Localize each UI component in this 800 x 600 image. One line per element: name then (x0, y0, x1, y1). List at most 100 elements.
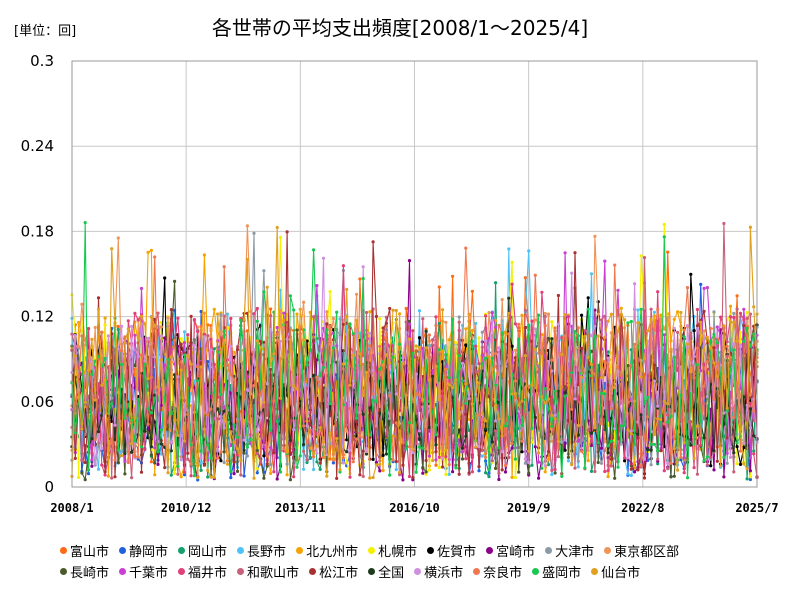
data-point (378, 411, 382, 415)
data-point (206, 413, 210, 417)
data-point (437, 348, 441, 352)
data-point (371, 457, 375, 461)
legend-marker (60, 547, 67, 554)
data-point (497, 346, 501, 350)
data-point (477, 445, 481, 449)
data-point (662, 222, 666, 227)
data-point (563, 251, 567, 255)
data-point (457, 315, 461, 319)
data-point (424, 447, 428, 451)
data-point (623, 456, 627, 460)
data-point (457, 354, 461, 358)
data-point (398, 470, 402, 475)
data-point (255, 339, 259, 343)
data-point (381, 468, 385, 473)
data-point (325, 328, 329, 332)
data-point (159, 358, 163, 362)
data-point (748, 477, 753, 482)
data-point (199, 309, 203, 314)
legend-marker (427, 547, 435, 554)
data-point (407, 319, 412, 323)
legend-label: 全国 (378, 566, 405, 581)
data-point (212, 362, 216, 366)
data-point (513, 392, 518, 396)
data-point (348, 383, 352, 387)
data-point (364, 432, 369, 436)
data-point (358, 434, 362, 438)
data-point (702, 309, 706, 313)
data-point (719, 372, 723, 376)
data-point (192, 410, 196, 414)
data-point (599, 318, 604, 322)
data-point (599, 461, 604, 465)
data-point (364, 449, 369, 454)
data-point (752, 434, 756, 438)
legend-item: 札幌市 (368, 541, 417, 560)
data-point (100, 413, 104, 418)
data-point (315, 451, 319, 455)
data-point (659, 313, 663, 317)
data-point (609, 312, 614, 316)
data-point (556, 446, 561, 450)
data-point (596, 441, 600, 445)
legend-marker (237, 547, 245, 554)
data-point (593, 316, 597, 320)
data-point (93, 359, 97, 363)
data-point (626, 456, 630, 460)
data-point (672, 317, 676, 321)
data-point (457, 320, 461, 324)
data-point (745, 326, 749, 330)
data-point (470, 470, 474, 474)
data-point (335, 310, 339, 314)
data-point (414, 392, 418, 396)
data-point (216, 312, 220, 316)
y-tick-label: 0.3 (30, 52, 54, 70)
data-point (474, 445, 478, 449)
data-point (550, 424, 554, 428)
data-point (451, 317, 455, 321)
data-point (523, 398, 528, 402)
data-point (659, 417, 663, 422)
data-point (606, 356, 610, 360)
data-point (550, 337, 554, 341)
data-point (417, 437, 422, 442)
data-point (136, 335, 140, 339)
data-point (202, 463, 206, 467)
data-point (77, 475, 81, 479)
data-point (166, 407, 170, 412)
data-point (695, 472, 700, 476)
data-point (288, 451, 292, 455)
data-point (633, 282, 637, 286)
data-point (573, 397, 577, 401)
data-point (176, 433, 180, 437)
data-point (484, 339, 488, 343)
data-point (73, 333, 77, 337)
data-point (722, 324, 726, 328)
data-point (202, 253, 206, 257)
data-point (616, 329, 620, 333)
data-point (361, 362, 365, 366)
data-point (123, 451, 127, 456)
data-point (659, 317, 663, 321)
data-point (583, 329, 587, 333)
legend-item: 和歌山市 (237, 562, 299, 581)
data-point (553, 326, 557, 330)
data-point (298, 307, 302, 311)
data-point (249, 352, 253, 356)
data-point (613, 476, 617, 480)
legend-label: 宮崎市 (496, 545, 536, 560)
data-point (546, 397, 551, 401)
data-point (414, 470, 418, 474)
data-point (146, 422, 150, 426)
data-point (315, 414, 319, 418)
data-point (639, 413, 643, 417)
data-point (748, 407, 753, 411)
data-point (434, 364, 438, 369)
legend-marker (473, 568, 481, 575)
data-point (93, 325, 97, 330)
data-point (83, 343, 87, 347)
data-point (566, 315, 571, 319)
data-point (494, 383, 498, 387)
data-point (742, 462, 746, 466)
data-point (546, 457, 551, 461)
